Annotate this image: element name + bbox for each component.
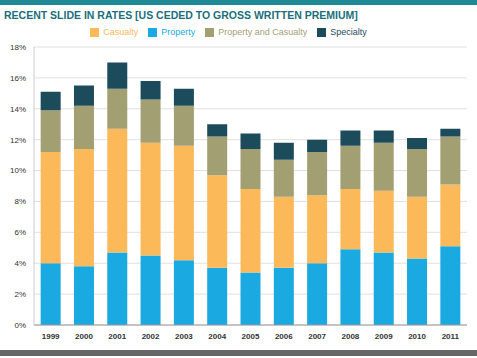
svg-text:2004: 2004 <box>208 332 226 341</box>
svg-text:2008: 2008 <box>342 332 360 341</box>
svg-text:2007: 2007 <box>308 332 326 341</box>
svg-text:2006: 2006 <box>275 332 293 341</box>
svg-text:2011: 2011 <box>442 332 460 341</box>
svg-text:8%: 8% <box>14 197 26 206</box>
svg-text:18%: 18% <box>10 43 26 52</box>
svg-text:14%: 14% <box>10 105 26 114</box>
svg-text:4%: 4% <box>14 259 26 268</box>
html-text:Property: Property <box>161 27 196 37</box>
svg-text:2010: 2010 <box>408 332 426 341</box>
svg-text:2002: 2002 <box>142 332 160 341</box>
svg-text:2003: 2003 <box>175 332 193 341</box>
svg-text:2009: 2009 <box>375 332 393 341</box>
html-text:Specialty: Specialty <box>330 27 367 37</box>
svg-text:2005: 2005 <box>242 332 260 341</box>
svg-text:16%: 16% <box>10 74 26 83</box>
svg-text:0%: 0% <box>14 321 26 330</box>
html-text:RECENT SLIDE IN RATES [US CEDE: RECENT SLIDE IN RATES [US CEDED TO GROSS… <box>4 9 358 21</box>
svg-text:2%: 2% <box>14 290 26 299</box>
svg-text:10%: 10% <box>10 166 26 175</box>
html-text:Casualty: Casualty <box>103 27 139 37</box>
svg-text:12%: 12% <box>10 136 26 145</box>
svg-text:1999: 1999 <box>42 332 60 341</box>
svg-text:2001: 2001 <box>108 332 126 341</box>
svg-text:6%: 6% <box>14 228 26 237</box>
svg-text:2000: 2000 <box>75 332 93 341</box>
html-text:Property and Casualty: Property and Casualty <box>218 27 308 37</box>
